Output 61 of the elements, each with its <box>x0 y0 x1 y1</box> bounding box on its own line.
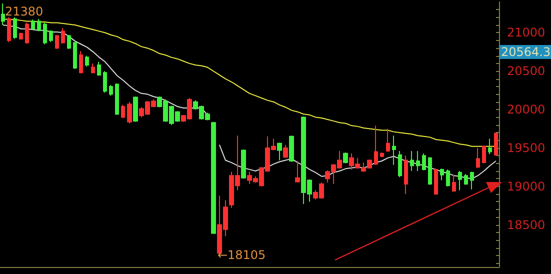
candlestick <box>476 147 480 168</box>
candlestick <box>494 132 498 156</box>
candlestick <box>434 168 438 196</box>
candlestick <box>440 168 444 181</box>
candlestick <box>97 61 101 76</box>
candlestick <box>452 174 456 192</box>
candlestick <box>428 156 432 186</box>
candlestick <box>277 142 282 161</box>
candlestick <box>49 30 53 42</box>
candlestick <box>37 18 41 32</box>
candlestick <box>103 70 107 94</box>
y-tick-label: 20500 <box>507 64 546 78</box>
candlestick <box>470 171 474 190</box>
candlestick <box>121 104 125 118</box>
candlestick <box>464 174 468 186</box>
candlestick <box>115 82 119 116</box>
candlestick <box>1 3 5 26</box>
candlestick <box>241 148 246 180</box>
candlestick <box>79 50 83 74</box>
candlestick <box>374 125 378 166</box>
annotation: ←18105 <box>217 248 266 262</box>
candlestick <box>422 152 426 171</box>
candlestick <box>386 128 390 152</box>
candlestick <box>404 155 408 195</box>
candlestick <box>73 41 77 70</box>
candlestick <box>458 170 462 191</box>
candlestick <box>61 28 65 44</box>
y-tick-label: 21000 <box>507 26 546 40</box>
annotation: 21380 <box>5 4 44 19</box>
candlestick <box>416 150 420 172</box>
candlestick <box>133 96 138 122</box>
candlestick <box>91 62 95 74</box>
y-tick-label: 20000 <box>507 102 546 117</box>
candlestick <box>55 34 59 50</box>
candlestick <box>13 16 17 40</box>
candlestick <box>380 152 384 158</box>
line-series <box>2 18 496 147</box>
candlestick <box>67 34 71 50</box>
candlestick <box>482 145 486 164</box>
candlestick <box>109 84 113 96</box>
text: 20564.3 <box>501 45 551 59</box>
y-tick-label: 19500 <box>507 140 546 155</box>
candlestick <box>295 160 300 184</box>
candlestick <box>283 144 288 158</box>
candlestick <box>25 22 29 44</box>
candlestick <box>43 22 47 45</box>
y-tick-label: 19000 <box>507 179 546 194</box>
candlestick <box>410 150 414 172</box>
candlestick <box>289 135 294 162</box>
candlestick <box>31 19 35 30</box>
candlestick <box>343 152 348 164</box>
candlestick <box>392 135 396 166</box>
candlestick <box>85 55 89 68</box>
candlestick <box>127 101 132 124</box>
candlestick <box>488 138 492 155</box>
candlestick <box>398 150 402 178</box>
candlestick <box>19 32 23 40</box>
candlestick <box>211 121 216 234</box>
y-tick-label: 18500 <box>507 218 546 232</box>
candlestick <box>7 16 11 42</box>
candlestick <box>446 168 450 187</box>
